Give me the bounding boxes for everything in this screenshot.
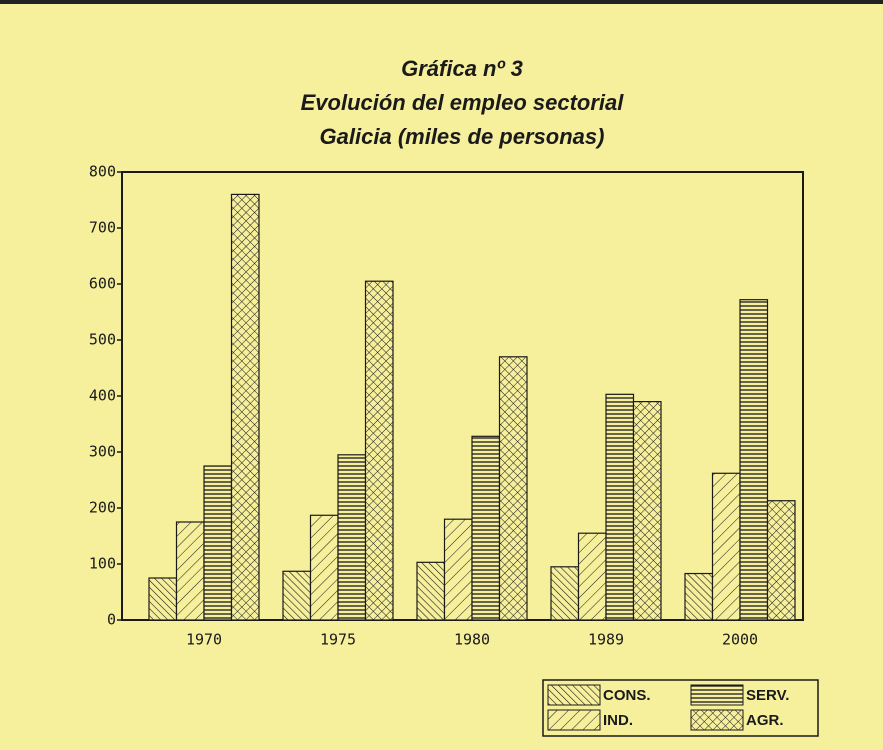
bar <box>471 435 501 621</box>
legend-swatch <box>690 709 744 731</box>
legend-swatch <box>547 709 601 731</box>
y-tick-label: 100 <box>89 555 116 573</box>
x-tick-label: 2000 <box>722 631 758 649</box>
bar <box>498 356 528 621</box>
y-tick-label: 400 <box>89 387 116 405</box>
legend-frame <box>542 679 819 737</box>
bar <box>711 472 741 621</box>
y-tick-label: 0 <box>107 611 116 629</box>
chart-title: Galicia (miles de personas) <box>320 124 605 149</box>
bar <box>337 454 367 621</box>
legend-label: IND. <box>603 712 633 729</box>
y-tick-label: 600 <box>89 275 116 293</box>
x-tick-label: 1989 <box>588 631 624 649</box>
bar <box>309 514 339 621</box>
y-tick-label: 700 <box>89 219 116 237</box>
bar <box>766 500 796 621</box>
legend-label: AGR. <box>746 712 784 729</box>
y-tick-label: 800 <box>89 163 116 181</box>
bar <box>684 572 714 621</box>
bar <box>550 566 580 621</box>
x-tick-label: 1980 <box>454 631 490 649</box>
bar <box>148 577 178 621</box>
bar <box>443 518 473 621</box>
legend-label: CONS. <box>603 687 651 704</box>
legend-label: SERV. <box>746 687 789 704</box>
y-tick-label: 300 <box>89 443 116 461</box>
bar <box>282 570 312 621</box>
top-border <box>0 0 883 4</box>
chart-title: Gráfica nº 3 <box>401 56 523 81</box>
bar <box>203 465 233 621</box>
y-tick-label: 200 <box>89 499 116 517</box>
bar <box>605 393 635 621</box>
bar <box>739 299 769 621</box>
y-tick-label: 500 <box>89 331 116 349</box>
x-tick-label: 1975 <box>320 631 356 649</box>
legend-swatch <box>547 684 601 706</box>
x-tick-label: 1970 <box>186 631 222 649</box>
legend-swatch <box>690 684 744 706</box>
bar <box>364 280 394 621</box>
bar <box>175 521 205 621</box>
chart-title: Evolución del empleo sectorial <box>301 90 625 115</box>
bar <box>632 401 662 621</box>
bar <box>577 532 607 621</box>
bar <box>230 193 260 621</box>
bar <box>416 561 446 621</box>
